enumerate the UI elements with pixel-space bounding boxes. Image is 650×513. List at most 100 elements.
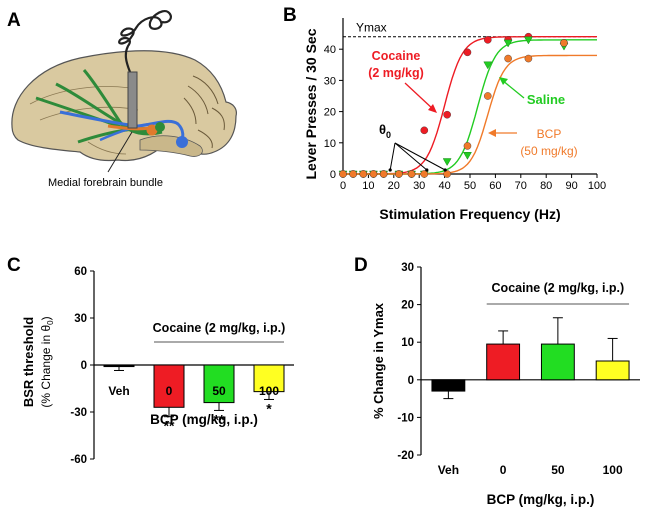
data-point-0 xyxy=(483,36,492,44)
panel-letter-c: C xyxy=(7,255,21,276)
data-point-2 xyxy=(359,170,368,178)
category-label: Veh xyxy=(108,384,129,398)
y-tick-label: 40 xyxy=(324,44,336,56)
y-tick-label: -60 xyxy=(70,454,87,466)
x-axis-title: BCP (mg/kg, i.p.) xyxy=(487,492,595,507)
data-point-0 xyxy=(463,48,472,57)
arrowhead-cocaine xyxy=(428,104,437,113)
group-label: Cocaine (2 mg/kg, i.p.) xyxy=(492,281,625,295)
theta-arrowhead-1 xyxy=(425,168,429,172)
x-axis-title: BCP (mg/kg, i.p.) xyxy=(150,412,258,427)
x-tick-label: 80 xyxy=(540,180,552,192)
x-axis-title: Stimulation Frequency (Hz) xyxy=(379,206,560,222)
category-label: 0 xyxy=(500,463,507,477)
theta-arrow-0 xyxy=(394,142,446,171)
y-tick-label: -30 xyxy=(70,407,87,419)
group-label: Cocaine (2 mg/kg, i.p.) xyxy=(153,321,286,335)
bar xyxy=(103,364,135,368)
label-saline: Saline xyxy=(527,92,565,107)
x-tick-label: 90 xyxy=(565,180,577,192)
electrode-shaft xyxy=(127,71,138,129)
data-point-2 xyxy=(504,54,512,63)
y-tick-label: 30 xyxy=(324,75,336,87)
y-tick-label: 0 xyxy=(330,169,336,181)
electrode-wire xyxy=(118,10,172,73)
x-tick-label: 50 xyxy=(464,180,476,192)
orange-node xyxy=(146,124,158,136)
x-tick-label: 40 xyxy=(438,180,450,192)
data-point-1 xyxy=(503,39,513,48)
data-point-1 xyxy=(463,152,472,160)
x-tick-label: 20 xyxy=(388,180,400,192)
label-cocaine-dose: (2 mg/kg) xyxy=(368,66,424,80)
nerve-fibre-blue-2 xyxy=(99,122,151,142)
panel-letter-a: A xyxy=(7,10,21,31)
x-tick-label: 100 xyxy=(588,180,606,192)
data-point-2 xyxy=(420,170,429,178)
data-point-2 xyxy=(407,170,416,178)
y-tick-label: 20 xyxy=(401,300,414,312)
panel-letter-b: B xyxy=(283,5,297,26)
data-point-2 xyxy=(349,170,357,178)
data-point-0 xyxy=(420,126,429,135)
arrowhead-saline xyxy=(499,77,508,85)
ymax-label: Ymax xyxy=(356,21,387,35)
significance-mark: ** xyxy=(214,411,225,427)
data-point-2 xyxy=(524,54,533,63)
significance-mark: ** xyxy=(164,418,175,434)
arrowhead-bcp xyxy=(488,129,496,137)
data-point-2 xyxy=(483,92,492,100)
label-bcp-dose: (50 mg/kg) xyxy=(520,144,577,158)
data-point-1 xyxy=(442,158,452,167)
y-tick-label: 10 xyxy=(401,337,414,349)
brain-outline xyxy=(11,50,237,162)
x-tick-label: 60 xyxy=(489,180,501,192)
x-tick-label: 0 xyxy=(340,180,346,192)
y-axis-title: % Change in Ymax xyxy=(371,302,386,419)
theta-label: θ0 xyxy=(379,122,391,140)
y-tick-label: 10 xyxy=(324,138,336,150)
data-point-2 xyxy=(443,170,451,178)
bar xyxy=(253,364,285,393)
data-point-2 xyxy=(560,39,568,47)
y-tick-label: -10 xyxy=(397,412,414,424)
y-axis-title-line1: BSR threshold xyxy=(21,317,36,407)
x-tick-label: 70 xyxy=(515,180,527,192)
theta-arrowhead-2 xyxy=(388,168,392,172)
label-cocaine: Cocaine xyxy=(372,49,421,63)
label-bcp: BCP xyxy=(537,127,562,141)
data-point-0 xyxy=(443,110,451,119)
category-label: 50 xyxy=(212,384,226,398)
bar xyxy=(431,379,466,392)
data-point-1 xyxy=(523,36,533,45)
mfb-pointer-line xyxy=(107,131,133,173)
mfb-label: Medial forebrain bundle xyxy=(48,177,163,189)
x-tick-label: 30 xyxy=(413,180,425,192)
x-tick-label: 10 xyxy=(362,180,374,192)
category-label: 0 xyxy=(166,384,173,398)
y-axis-title-line2: (% Change in θ0) xyxy=(39,316,55,407)
y-tick-label: 0 xyxy=(408,375,414,387)
brain-diagram: Medial forebrain bundle xyxy=(11,10,237,189)
panel-letter-d: D xyxy=(354,255,368,276)
arrow-cocaine xyxy=(404,82,435,111)
data-point-2 xyxy=(395,170,403,178)
category-label: 100 xyxy=(603,463,623,477)
y-tick-label: 20 xyxy=(324,107,336,119)
bar xyxy=(595,360,630,381)
category-label: 50 xyxy=(551,463,565,477)
y-tick-label: 30 xyxy=(401,262,414,274)
data-point-2 xyxy=(463,142,472,150)
y-tick-label: 30 xyxy=(74,313,87,325)
vta-blue-node xyxy=(176,136,188,148)
green-node xyxy=(155,122,165,132)
data-point-2 xyxy=(339,170,347,178)
arrow-saline xyxy=(501,79,525,99)
category-label: Veh xyxy=(438,463,459,477)
bar-chart-c: 60 30 0 -30 -60 Veh 0 ** 50 ** 100 * Cocaine (2 mg/k… xyxy=(21,266,294,466)
data-point-2 xyxy=(379,170,388,178)
bar xyxy=(153,364,185,408)
significance-mark: * xyxy=(266,400,272,416)
